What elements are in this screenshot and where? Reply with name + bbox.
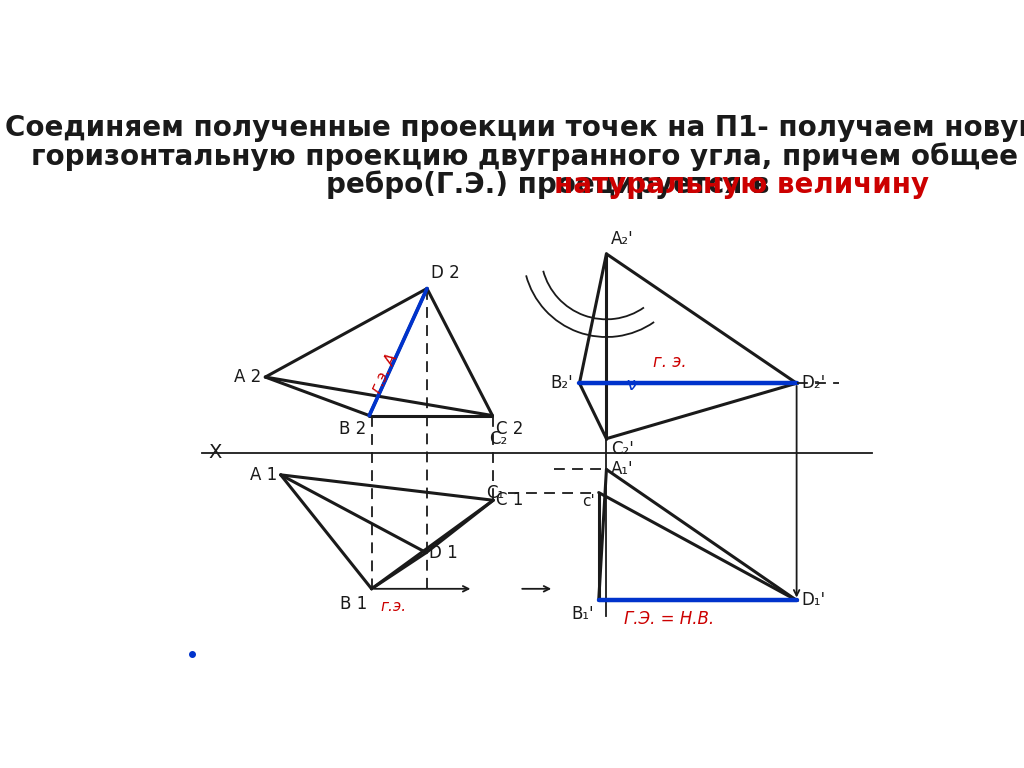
Text: натуральную величину: натуральную величину bbox=[554, 170, 930, 199]
Text: Соединяем полученные проекции точек на П1- получаем новую: Соединяем полученные проекции точек на П… bbox=[5, 114, 1024, 142]
Text: C₂': C₂' bbox=[611, 440, 634, 458]
Text: C 1: C 1 bbox=[497, 492, 523, 509]
Text: B₂': B₂' bbox=[551, 374, 573, 392]
Text: B 1: B 1 bbox=[340, 595, 368, 613]
Text: ребро(Г.Э.) проецируется в: ребро(Г.Э.) проецируется в bbox=[326, 170, 779, 200]
Text: B₁': B₁' bbox=[571, 605, 594, 623]
Text: C 2: C 2 bbox=[496, 420, 523, 439]
Text: c': c' bbox=[582, 494, 595, 509]
Text: г.э.: г.э. bbox=[381, 599, 407, 614]
Text: B 2: B 2 bbox=[339, 420, 367, 439]
Text: X: X bbox=[208, 443, 221, 462]
Text: C₁: C₁ bbox=[485, 484, 504, 502]
Text: D₁': D₁' bbox=[801, 591, 825, 609]
Text: A 1: A 1 bbox=[250, 466, 276, 484]
Text: A₁': A₁' bbox=[611, 461, 634, 478]
Text: A 2: A 2 bbox=[234, 368, 261, 386]
Text: D₂': D₂' bbox=[801, 374, 825, 392]
Text: ν: ν bbox=[626, 376, 636, 394]
Text: C₂: C₂ bbox=[489, 429, 508, 448]
Text: г.э. А: г.э. А bbox=[369, 351, 400, 395]
Text: D 2: D 2 bbox=[431, 264, 460, 283]
Text: D 1: D 1 bbox=[429, 544, 458, 561]
Text: A₂': A₂' bbox=[611, 230, 634, 248]
Text: Г.Э. = Н.В.: Г.Э. = Н.В. bbox=[625, 610, 715, 627]
Text: г. э.: г. э. bbox=[652, 353, 686, 371]
Text: горизонтальную проекцию двугранного угла, причем общее: горизонтальную проекцию двугранного угла… bbox=[32, 142, 1018, 170]
